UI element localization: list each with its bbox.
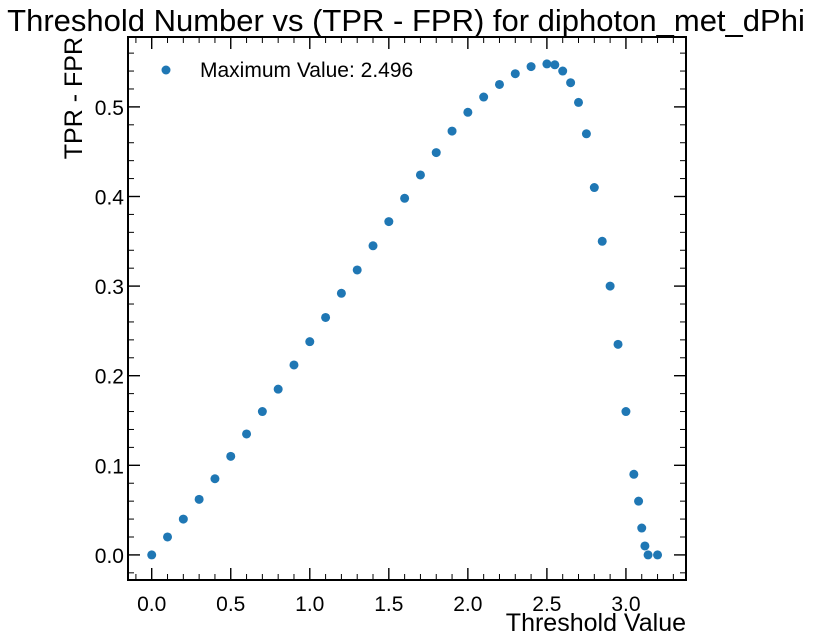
- data-point: [257, 407, 267, 417]
- legend-label: Maximum Value: 2.496: [200, 59, 413, 82]
- y-tick-label: 0.4: [95, 186, 125, 209]
- data-point: [621, 407, 631, 417]
- legend-marker: [161, 65, 171, 75]
- data-point: [558, 66, 568, 76]
- data-point: [640, 541, 650, 551]
- x-tick-label: 2.5: [532, 593, 561, 616]
- data-point: [321, 312, 331, 322]
- data-point: [447, 126, 457, 136]
- data-point: [163, 532, 173, 542]
- data-point: [653, 550, 663, 560]
- x-tick-label: 1.0: [295, 593, 324, 616]
- data-point: [629, 469, 639, 479]
- data-point: [581, 129, 591, 139]
- data-point: [273, 384, 283, 394]
- data-point: [637, 523, 647, 533]
- x-tick-label: 2.0: [453, 593, 482, 616]
- y-tick-label: 0.1: [95, 455, 124, 478]
- y-tick-label: 0.0: [95, 545, 124, 568]
- data-point: [400, 193, 410, 203]
- data-point: [494, 79, 504, 89]
- y-tick-label: 0.5: [95, 97, 124, 120]
- data-point: [510, 69, 520, 79]
- data-point: [210, 474, 220, 484]
- plot-frame: [127, 36, 687, 581]
- data-point: [613, 339, 623, 349]
- x-axis-label: Threshold Value: [506, 609, 686, 637]
- data-point: [336, 288, 346, 298]
- x-tick-label: 0.0: [137, 593, 166, 616]
- x-tick-label: 3.0: [611, 593, 640, 616]
- data-point: [526, 62, 536, 72]
- x-tick-label: 1.5: [374, 593, 403, 616]
- data-point: [566, 78, 576, 88]
- x-tick-label: 0.5: [216, 593, 245, 616]
- data-point: [305, 337, 315, 347]
- data-point: [550, 60, 560, 70]
- data-point: [542, 59, 552, 69]
- y-axis-label: TPR - FPR: [60, 37, 88, 159]
- data-point: [194, 494, 204, 504]
- y-tick-label: 0.2: [95, 366, 124, 389]
- data-point: [178, 514, 188, 524]
- data-point: [242, 429, 252, 439]
- data-point: [597, 236, 607, 246]
- data-point: [415, 170, 425, 180]
- data-point: [352, 265, 362, 275]
- axis-ticks: 0.0 0.5 1.0 1.5 2.0 2.5 3.0 0.0 0.1 0.2 0.3 0.4 0.5: [95, 37, 686, 616]
- data-point: [431, 148, 441, 158]
- chart-title: Threshold Number vs (TPR - FPR) for diph…: [7, 3, 805, 38]
- data-point: [589, 183, 599, 193]
- data-point: [384, 217, 394, 227]
- data-point: [289, 360, 299, 370]
- y-tick-label: 0.3: [95, 276, 124, 299]
- data-point: [479, 92, 489, 102]
- data-point: [368, 241, 378, 251]
- data-points: [147, 59, 663, 560]
- data-point: [605, 281, 615, 291]
- data-point: [643, 550, 653, 560]
- data-point: [226, 451, 236, 461]
- data-point: [463, 107, 473, 117]
- data-point: [147, 550, 157, 560]
- data-point: [634, 496, 644, 506]
- legend: Maximum Value: 2.496: [161, 59, 413, 82]
- data-point: [574, 97, 584, 107]
